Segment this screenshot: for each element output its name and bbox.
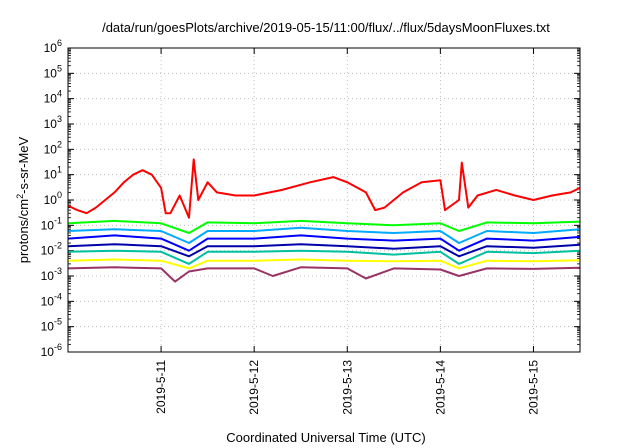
- series-line-5: [68, 243, 580, 258]
- series-line-6: [68, 249, 580, 265]
- y-tick-label: 104: [44, 89, 62, 106]
- axis-ticks: 10-6 10-5 10-4 10-3 10-2 10-1 100 101 102 103 104 1…: [41, 38, 580, 415]
- x-tick-label: 2019-5-12: [247, 360, 261, 415]
- series-line-2: [68, 219, 580, 234]
- y-tick-label: 10-2: [41, 241, 62, 258]
- y-tick-label: 10-6: [41, 342, 62, 359]
- x-tick-label: 2019-5-15: [526, 360, 540, 415]
- y-axis-label: protons/cm2-s-sr-MeV: [15, 136, 31, 263]
- series-line-1: [68, 158, 580, 219]
- series-line-7: [68, 258, 580, 270]
- x-tick-label: 2019-5-11: [154, 360, 168, 414]
- y-tick-label: 10-4: [41, 291, 62, 308]
- y-tick-label: 101: [44, 165, 62, 182]
- chart-title: /data/run/goesPlots/archive/2019-05-15/1…: [102, 20, 550, 35]
- y-tick-label: 10-5: [41, 317, 62, 334]
- y-tick-label: 102: [44, 139, 62, 156]
- series-line-8: [68, 266, 580, 283]
- y-tick-label: 100: [44, 190, 62, 207]
- y-tick-label: 105: [44, 63, 62, 80]
- y-tick-label: 10-1: [41, 215, 62, 232]
- y-tick-label: 10-3: [41, 266, 62, 283]
- x-axis-label: Coordinated Universal Time (UTC): [226, 430, 425, 445]
- series-line-3: [68, 226, 580, 244]
- x-tick-label: 2019-5-14: [433, 360, 447, 415]
- series-lines: [68, 158, 580, 283]
- grid: [68, 48, 580, 352]
- plot-frame: [67, 47, 581, 353]
- y-tick-label: 103: [44, 114, 62, 131]
- x-tick-label: 2019-5-13: [340, 360, 354, 415]
- series-line-4: [68, 234, 580, 252]
- y-tick-label: 106: [44, 38, 62, 55]
